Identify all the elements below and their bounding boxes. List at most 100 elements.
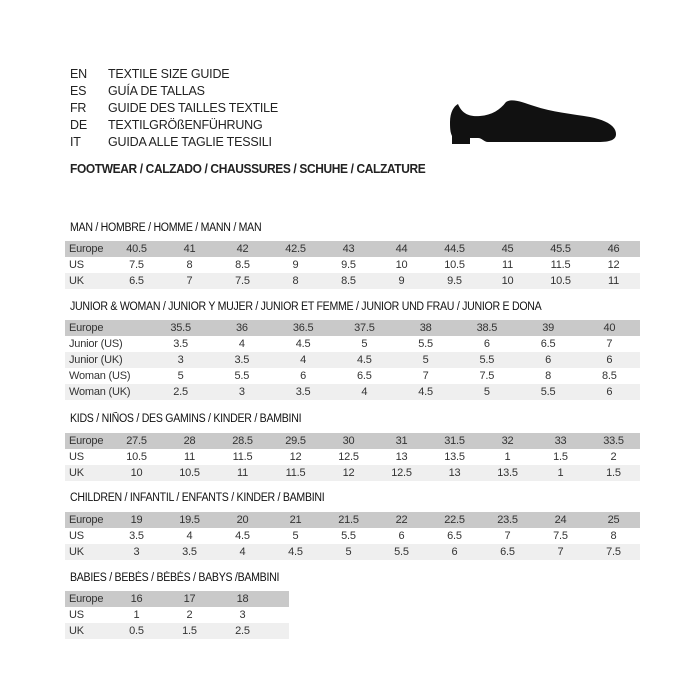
table-row: Woman (UK) 2.5 3 3.5 4 4.5 5 5.5 6 (65, 384, 640, 400)
lang-code: EN (70, 67, 87, 81)
size-cell: 10.5 (550, 275, 571, 287)
size-cell: 8.5 (602, 370, 617, 382)
size-cell: 13 (448, 467, 461, 479)
table-row: Europe 40.5 41 42 42.5 43 44 44.5 45 45.5 46 (65, 241, 640, 257)
size-cell: 41 (183, 243, 196, 255)
size-cell: 7.5 (479, 370, 495, 382)
size-cell: 27.5 (126, 435, 147, 447)
empty-cell (269, 591, 289, 607)
row-label: US (69, 451, 84, 463)
size-table-man: Europe 40.5 41 42 42.5 43 44 44.5 45 45.5 46 US 7.5 8… (65, 241, 640, 289)
size-cell: 7.5 (606, 546, 621, 558)
size-cell: 45.5 (550, 243, 571, 255)
size-cell: 3.5 (173, 338, 188, 350)
size-cell: 3.5 (295, 386, 311, 398)
size-cell: 7 (606, 338, 613, 350)
size-cell: 3.5 (129, 530, 144, 542)
size-cell: 7 (504, 530, 511, 542)
row-label: Europe (69, 514, 104, 526)
row-label: Europe (69, 435, 104, 447)
table-row: US 10.5 11 11.5 12 12.5 13 13.5 1 1.5 2 (65, 449, 640, 465)
size-cell: 11 (183, 451, 196, 463)
size-cell: 11 (501, 259, 514, 271)
size-cell: 40.5 (126, 243, 147, 255)
size-cell: 5.5 (479, 354, 495, 366)
size-cell: 19 (130, 514, 143, 526)
table-row: Woman (US) 5 5.5 6 6.5 7 7.5 8 8.5 (65, 368, 640, 384)
size-cell: 5 (177, 370, 184, 382)
size-cell: 7 (557, 546, 564, 558)
table-row: Junior (US) 3.5 4 4.5 5 5.5 6 6.5 7 (65, 336, 640, 352)
lang-title: GUÍA DE TALLAS (108, 84, 205, 98)
size-cell: 1 (557, 467, 564, 479)
size-cell: 13.5 (444, 451, 465, 463)
size-cell: 8 (545, 370, 552, 382)
size-cell: 44 (395, 243, 408, 255)
size-cell: 10 (130, 467, 143, 479)
table-row: Junior (UK) 3 3.5 4 4.5 5 5.5 6 6 (65, 352, 640, 368)
size-cell: 4.5 (418, 386, 433, 398)
table-row: US 7.5 8 8.5 9 9.5 10 10.5 11 11.5 12 (65, 257, 640, 273)
table-row: UK 0.5 1.5 2.5 (65, 623, 289, 639)
section-title-junior-woman: JUNIOR & WOMAN / JUNIOR Y MUJER / JUNIOR… (70, 301, 542, 313)
table-row: US 3.5 4 4.5 5 5.5 6 6.5 7 7.5 8 (65, 528, 640, 544)
size-cell: 31 (395, 435, 408, 447)
size-cell: 1.5 (182, 625, 197, 637)
size-cell: 8.5 (341, 275, 356, 287)
size-cell: 8 (292, 275, 299, 287)
row-label: UK (69, 467, 84, 479)
section-title-babies: BABIES / BEBÉS / BÉBÉS / BABYS /BAMBINI (70, 572, 280, 584)
size-table-children: Europe 19 19.5 20 21 21.5 22 22.5 23.5 24 25 US 3.5 4… (65, 512, 640, 560)
size-cell: 6 (451, 546, 458, 558)
size-cell: 5 (361, 338, 368, 350)
size-cell: 7.5 (129, 259, 144, 271)
size-cell: 12 (289, 451, 302, 463)
size-cell: 13 (395, 451, 408, 463)
size-cell: 4.5 (357, 354, 372, 366)
size-cell: 5.5 (394, 546, 409, 558)
size-cell: 1.5 (606, 467, 621, 479)
size-cell: 10.5 (126, 451, 147, 463)
size-cell: 6 (606, 354, 613, 366)
size-cell: 11 (236, 467, 249, 479)
size-cell: 6.5 (500, 546, 515, 558)
size-cell: 6.5 (357, 370, 372, 382)
size-cell: 40 (603, 322, 616, 334)
row-label: US (69, 530, 84, 542)
size-cell: 22 (395, 514, 408, 526)
size-cell: 7 (422, 370, 429, 382)
size-cell: 5.5 (234, 370, 250, 382)
row-label: Europe (69, 243, 104, 255)
size-cell: 11.5 (232, 451, 253, 463)
size-cell: 44.5 (444, 243, 465, 255)
table-row: Europe 27.5 28 28.5 29.5 30 31 31.5 32 33 33.5 (65, 433, 640, 449)
size-cell: 30 (342, 435, 355, 447)
size-cell: 3 (239, 609, 246, 621)
empty-cell (269, 607, 289, 623)
size-cell: 28 (183, 435, 196, 447)
size-cell: 19.5 (179, 514, 200, 526)
size-cell: 12 (342, 467, 355, 479)
size-cell: 5 (345, 546, 352, 558)
size-cell: 36.5 (292, 322, 314, 334)
size-cell: 5.5 (540, 386, 556, 398)
size-cell: 21 (289, 514, 302, 526)
size-cell: 32 (501, 435, 514, 447)
size-cell: 7.5 (553, 530, 568, 542)
size-cell: 17 (183, 593, 196, 605)
size-cell: 4 (238, 338, 245, 350)
size-cell: 9.5 (341, 259, 356, 271)
row-label: Junior (US) (69, 338, 123, 350)
size-cell: 8 (610, 530, 617, 542)
size-cell: 25 (607, 514, 620, 526)
size-cell: 3.5 (234, 354, 250, 366)
row-label: US (69, 609, 84, 621)
size-cell: 22.5 (444, 514, 465, 526)
size-cell: 11.5 (285, 467, 306, 479)
table-row: UK 3 3.5 4 4.5 5 5.5 6 6.5 7 7.5 (65, 544, 640, 560)
table-row: UK 6.5 7 7.5 8 8.5 9 9.5 10 10.5 11 (65, 273, 640, 289)
size-cell: 33 (554, 435, 567, 447)
size-cell: 6.5 (540, 338, 556, 350)
row-label: Europe (69, 593, 104, 605)
size-cell: 6.5 (129, 275, 144, 287)
